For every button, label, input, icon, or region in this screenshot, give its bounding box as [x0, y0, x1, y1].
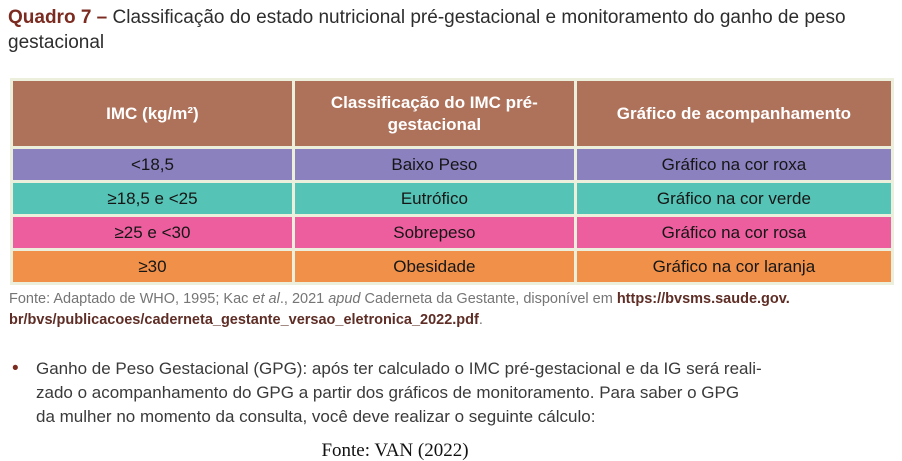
- table-row: ≥30 Obesidade Gráfico na cor laranja: [10, 248, 895, 286]
- cell-classification: Eutrófico: [291, 180, 577, 218]
- bullet-line: zado o acompanhamento do GPG a partir do…: [36, 383, 740, 403]
- header-imc: IMC (kg/m²): [10, 78, 295, 150]
- table-row: ≥25 e <30 Sobrepeso Gráfico na cor rosa: [10, 214, 895, 252]
- title-text: Classificação do estado nutricional pré-…: [8, 7, 846, 54]
- classification-table: IMC (kg/m²) Classificação do IMC pré-ges…: [10, 78, 895, 286]
- source-note-mid1: ., 2021: [279, 291, 329, 308]
- table-source-note: Fonte: Adaptado de WHO, 1995; Kac et al.…: [9, 289, 893, 330]
- table-row: ≥18,5 e <25 Eutrófico Gráfico na cor ver…: [10, 180, 895, 218]
- cell-chart: Gráfico na cor laranja: [573, 248, 895, 286]
- source-note-period: .: [478, 311, 483, 328]
- source-note-text: Fonte: Adaptado de WHO, 1995; Kac: [9, 291, 253, 308]
- cell-classification: Baixo Peso: [291, 146, 577, 184]
- source-link[interactable]: https://bvsms.saude.gov.: [616, 291, 790, 308]
- cell-imc: <18,5: [10, 146, 295, 184]
- bullet-icon: •: [12, 358, 19, 380]
- cell-chart: Gráfico na cor rosa: [573, 214, 895, 252]
- source-note-etal: et al: [252, 291, 280, 308]
- cell-imc: ≥18,5 e <25: [10, 180, 295, 218]
- table-header-row: IMC (kg/m²) Classificação do IMC pré-ges…: [10, 78, 895, 150]
- bullet-line: Ganho de Peso Gestacional (GPG): após te…: [36, 359, 762, 379]
- bullet-line: da mulher no momento da consulta, você d…: [36, 406, 596, 426]
- table-row: <18,5 Baixo Peso Gráfico na cor roxa: [10, 146, 895, 184]
- gpg-bullet-item: • Ganho de Peso Gestacional (GPG): após …: [12, 357, 892, 428]
- cell-classification: Sobrepeso: [291, 214, 577, 252]
- cell-chart: Gráfico na cor roxa: [573, 146, 895, 184]
- document-page: Quadro 7 – Classificação do estado nutri…: [0, 5, 902, 461]
- page-title: Quadro 7 – Classificação do estado nutri…: [8, 5, 880, 55]
- title-label: Quadro 7 –: [8, 7, 113, 28]
- cell-imc: ≥30: [10, 248, 295, 286]
- footer-citation: Fonte: VAN (2022): [321, 439, 469, 461]
- cell-imc: ≥25 e <30: [10, 214, 295, 252]
- gpg-bullet-text: Ganho de Peso Gestacional (GPG): após te…: [36, 357, 890, 428]
- source-note-mid2: Caderneta da Gestante, disponível em: [360, 291, 617, 308]
- cell-chart: Gráfico na cor verde: [573, 180, 895, 218]
- header-chart: Gráfico de acompanhamento: [573, 78, 895, 150]
- header-classification: Classificação do IMC pré-gestacional: [291, 78, 577, 150]
- source-link[interactable]: br/bvs/publicacoes/caderneta_gestante_ve…: [9, 311, 479, 328]
- source-note-apud: apud: [328, 291, 361, 308]
- cell-classification: Obesidade: [291, 248, 577, 286]
